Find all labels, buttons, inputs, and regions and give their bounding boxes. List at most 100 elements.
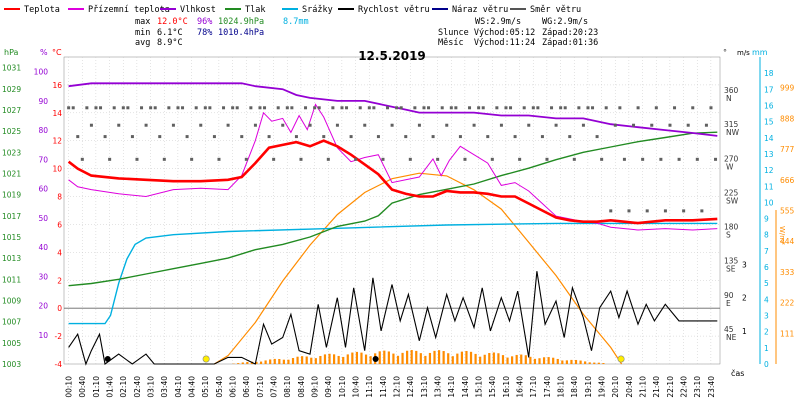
wind-dir-point [695, 157, 699, 161]
wind-dir-point [94, 106, 98, 110]
wind-dir-point [281, 123, 285, 127]
radiation-bar [278, 359, 281, 364]
wind-dir-point [276, 106, 280, 110]
radiation-bar [501, 355, 505, 364]
radiation-bar [442, 351, 445, 364]
wind-dir-point [317, 106, 321, 110]
wind-dir-point [167, 106, 171, 110]
tick-c: 10 [52, 165, 62, 174]
tick-time: 01:10 [92, 376, 101, 398]
wind-dir-point [486, 135, 490, 139]
wind-dir-point [436, 157, 440, 161]
tick-hpa: 1009 [2, 296, 21, 305]
radiation-bar [529, 356, 532, 364]
wind-dir-point [381, 157, 385, 161]
wind-dir-point [595, 135, 599, 139]
radiation-bar [369, 356, 372, 364]
tick-time: 22:40 [680, 376, 689, 398]
wind-dir-point [513, 135, 517, 139]
wind-dir-point [89, 123, 93, 127]
radiation-bar [542, 357, 546, 364]
wind-dir-point [550, 106, 554, 110]
radiation-bar [310, 357, 313, 364]
tick-mm: 13 [764, 150, 774, 159]
radiation-bar [506, 357, 509, 364]
wind-dir-point [572, 157, 576, 161]
tick-hpa: 1023 [2, 148, 21, 157]
wind-dir-point [212, 135, 216, 139]
radiation-bar [552, 357, 555, 364]
radiation-bar [579, 360, 582, 364]
tick-time: 06:40 [242, 376, 251, 398]
tick-mm: 8 [764, 231, 769, 240]
tick-mm: 4 [764, 295, 769, 304]
tick-time: 01:40 [106, 376, 115, 398]
wind-dir-point [190, 157, 194, 161]
radiation-bar [282, 359, 285, 364]
radiation-bar [602, 363, 605, 364]
axis-unit-time: čas [731, 368, 744, 378]
wind-dir-point [654, 106, 658, 110]
series-humidity [68, 82, 718, 137]
wind-dir-point [171, 123, 175, 127]
moonset-marker [104, 356, 111, 362]
tick-wm2: 333 [780, 268, 795, 277]
wind-dir-point [363, 123, 367, 127]
tick-wm2: 999 [780, 84, 795, 93]
tick-hpa: 1027 [2, 106, 21, 115]
tick-dir-label: NE [726, 333, 737, 342]
wind-dir-point [217, 157, 221, 161]
tick-pct: 10 [38, 331, 48, 340]
radiation-bar [597, 362, 600, 364]
wind-dir-point [367, 106, 371, 110]
wind-dir-point [149, 106, 153, 110]
tick-pct: 100 [34, 68, 49, 77]
wind-dir-point [294, 135, 298, 139]
tick-hpa: 1019 [2, 191, 21, 200]
tick-hpa: 1017 [2, 212, 21, 221]
wind-dir-point [677, 157, 681, 161]
wind-dir-point [600, 157, 604, 161]
wind-dir-point [413, 106, 417, 110]
wind-dir-point [427, 106, 431, 110]
wind-dir-point [663, 209, 667, 213]
tick-mm: 5 [764, 279, 769, 288]
radiation-bar [337, 355, 340, 364]
wind-dir-point [477, 106, 481, 110]
wind-dir-point [203, 106, 207, 110]
tick-mm: 11 [764, 182, 774, 191]
tick-dir-label: NW [726, 128, 740, 137]
wind-dir-point [395, 106, 399, 110]
wind-dir-point [231, 106, 235, 110]
tick-mm: 16 [764, 101, 774, 110]
series-radiation [213, 172, 623, 365]
tick-time: 12:40 [406, 376, 415, 398]
tick-time: 10:40 [352, 376, 361, 398]
wind-dir-point [358, 106, 362, 110]
wind-dir-point [518, 157, 522, 161]
tick-time: 12:10 [393, 376, 402, 398]
wind-dir-point [581, 123, 585, 127]
radiation-bar [437, 350, 441, 364]
tick-time: 21:40 [652, 376, 661, 398]
radiation-bar [561, 360, 564, 364]
tick-time: 00:40 [78, 376, 87, 398]
wind-dir-point [372, 106, 376, 110]
tick-c: 2 [57, 276, 62, 285]
tick-dir-label: S [726, 231, 731, 240]
wind-dir-point [408, 157, 412, 161]
wind-dir-point [431, 135, 435, 139]
radiation-bar [520, 354, 523, 364]
tick-time: 08:40 [297, 376, 306, 398]
radiation-bar [378, 351, 381, 364]
tick-pct: 80 [38, 126, 48, 135]
wind-dir-point [563, 106, 567, 110]
tick-time: 17:10 [529, 376, 538, 398]
wind-dir-point [345, 106, 349, 110]
wind-dir-point [349, 135, 353, 139]
tick-time: 05:10 [201, 376, 210, 398]
wind-dir-point [71, 106, 75, 110]
header: max 12.0°C 96% 1024.9hPa 8.7mm min 6.1°C… [0, 0, 800, 48]
wind-dir-point [509, 106, 513, 110]
wind-dir-point [304, 106, 308, 110]
